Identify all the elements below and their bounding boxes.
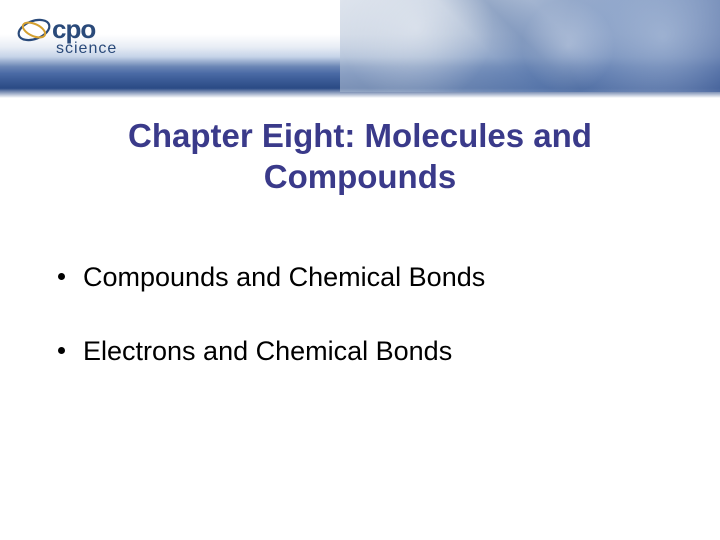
header-collage-image	[340, 0, 720, 92]
bullet-text: Electrons and Chemical Bonds	[83, 335, 452, 367]
brand-logo: cpo science	[14, 8, 154, 68]
bullet-dot-icon	[58, 273, 65, 280]
bullet-item: Electrons and Chemical Bonds	[58, 335, 670, 367]
bullet-list: Compounds and Chemical Bonds Electrons a…	[50, 261, 670, 368]
bullet-item: Compounds and Chemical Bonds	[58, 261, 670, 293]
logo-rings-icon	[14, 10, 54, 50]
slide-title: Chapter Eight: Molecules and Compounds	[50, 115, 670, 206]
logo-text-secondary: science	[56, 40, 117, 58]
bullet-dot-icon	[58, 347, 65, 354]
bullet-text: Compounds and Chemical Bonds	[83, 261, 485, 293]
slide-content: Chapter Eight: Molecules and Compounds C…	[0, 115, 720, 409]
